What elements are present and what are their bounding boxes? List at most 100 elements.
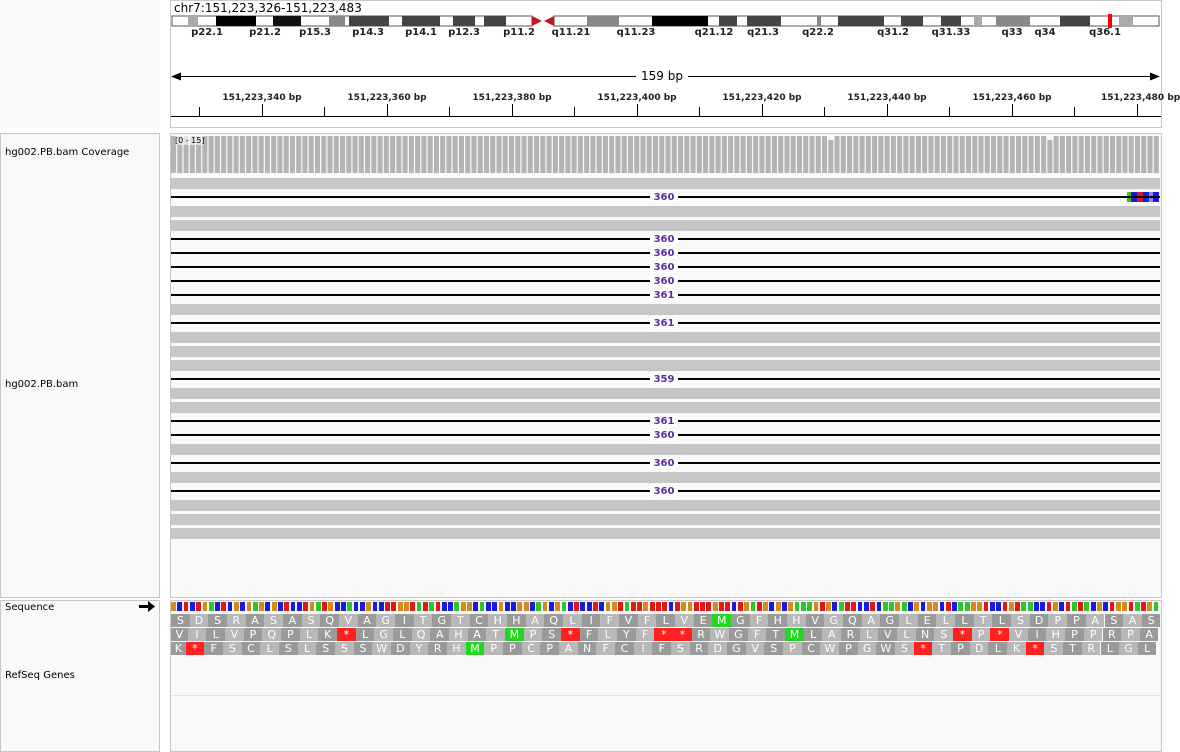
amino-acid: A — [283, 614, 302, 627]
sequence-base-a — [1134, 602, 1140, 611]
coverage-bar — [853, 136, 859, 173]
alignment-read[interactable] — [171, 304, 1160, 315]
sequence-base-t — [435, 602, 441, 611]
alignment-read[interactable] — [171, 528, 1160, 539]
position-ruler[interactable] — [171, 90, 1161, 120]
sequence-base-c — [359, 602, 365, 611]
sequence-base-c — [372, 602, 378, 611]
sequence-base-c — [668, 602, 674, 611]
coverage-bar — [433, 136, 439, 173]
band-label-q34: q34 — [1034, 27, 1056, 38]
amino-acid: D — [391, 642, 410, 655]
coverage-bar — [1097, 136, 1103, 173]
sequence-base-c — [341, 602, 346, 611]
sequence-base-a — [416, 602, 422, 611]
sequence-base-g — [460, 602, 466, 611]
amino-acid: L — [563, 614, 582, 627]
coverage-bar — [940, 136, 946, 173]
alignment-read[interactable] — [171, 346, 1160, 357]
alignment-read[interactable] — [171, 206, 1160, 217]
alignment-read[interactable] — [171, 220, 1160, 231]
chromosome-ideogram[interactable]: p22.1 p21.2 p15.3 p14.3 p14.1 p12.3 p11.2 q11.2… — [171, 0, 1161, 40]
coverage-track[interactable]: [0 - 15] — [171, 135, 1160, 173]
amino-acid: Y — [409, 642, 429, 655]
sequence-base-c — [240, 602, 246, 611]
coverage-bar — [314, 136, 321, 173]
coverage-bar — [928, 136, 934, 173]
sequence-base-c — [189, 602, 195, 611]
sequence-base-c — [441, 602, 447, 611]
amino-acid: T — [413, 614, 433, 627]
alignment-read[interactable] — [171, 360, 1160, 371]
coverage-track-name[interactable]: hg002.PB.bam Coverage — [5, 147, 130, 158]
amino-acid: P — [503, 642, 522, 655]
amino-acid: T — [486, 628, 506, 641]
alignment-read[interactable] — [171, 444, 1160, 455]
amino-acid: Q — [320, 614, 340, 627]
sequence-base-c — [939, 602, 945, 611]
coverage-bar — [559, 136, 565, 173]
sequence-base-c — [1103, 602, 1109, 611]
coverage-bar — [678, 136, 684, 173]
alignment-read[interactable] — [171, 178, 1160, 189]
sequence-base-c — [769, 602, 775, 611]
sequence-base-g — [1052, 602, 1058, 611]
sequence-base-c — [1040, 602, 1046, 611]
strand-arrow-icon[interactable] — [139, 601, 155, 613]
alignment-read[interactable] — [171, 402, 1160, 413]
alignment-track-name[interactable]: hg002.PB.bam — [5, 379, 79, 390]
sequence-base-t — [1109, 602, 1115, 611]
amino-acid: P — [783, 642, 802, 655]
span-arrow-left-icon — [171, 72, 181, 81]
coverage-bar — [252, 136, 258, 173]
alignment-read[interactable] — [171, 388, 1160, 399]
coverage-bar — [721, 136, 727, 173]
refseq-track-name[interactable]: RefSeq Genes — [5, 670, 75, 681]
coverage-bar — [239, 136, 245, 173]
alignment-read[interactable] — [171, 500, 1160, 511]
amino-acid: D — [969, 642, 989, 655]
amino-acid: S — [934, 628, 954, 641]
sequence-base-a — [624, 602, 630, 611]
sequence-base-c — [448, 602, 453, 611]
amino-acid: G — [727, 642, 746, 655]
amino-acid: A — [1123, 614, 1142, 627]
coverage-bar — [590, 136, 596, 173]
coverage-bar — [214, 136, 220, 173]
alignment-read[interactable] — [171, 332, 1160, 343]
coverage-bar — [778, 136, 784, 173]
coverage-bar — [715, 136, 721, 173]
coverage-bar — [1141, 136, 1147, 173]
alignment-read[interactable] — [171, 472, 1160, 483]
amino-acid: A — [822, 628, 842, 641]
sequence-track-name[interactable]: Sequence — [5, 602, 55, 613]
coverage-bar — [577, 136, 583, 173]
amino-acid: L — [1137, 642, 1157, 655]
ruler-minor-tick — [574, 107, 575, 116]
coverage-bar — [684, 136, 690, 173]
sequence-base-g — [246, 602, 252, 611]
coverage-bar — [440, 136, 446, 173]
band-label-p14.3: p14.3 — [352, 27, 384, 38]
sequence-base-g — [271, 602, 277, 611]
coverage-bar — [321, 136, 327, 173]
amino-acid: W — [876, 642, 896, 655]
coverage-bar — [365, 136, 371, 173]
deletion-length-label: 360 — [650, 486, 678, 497]
coverage-bar — [934, 136, 940, 173]
sequence-base-c — [782, 602, 787, 611]
coverage-bar — [953, 136, 959, 173]
coverage-bar — [571, 136, 577, 173]
ruler-major-tick — [387, 104, 388, 116]
sequence-base-c — [278, 602, 283, 611]
sequence-base-g — [971, 602, 976, 611]
sequence-base-t — [391, 602, 397, 611]
coverage-bar — [1147, 136, 1153, 173]
deletion-length-label: 360 — [650, 458, 678, 469]
coverage-bar — [803, 136, 809, 173]
coverage-bar — [183, 136, 189, 173]
sequence-base-g — [309, 602, 315, 611]
coverage-bar — [734, 136, 740, 173]
amino-acid: * — [337, 628, 356, 641]
alignment-read[interactable] — [171, 514, 1160, 525]
